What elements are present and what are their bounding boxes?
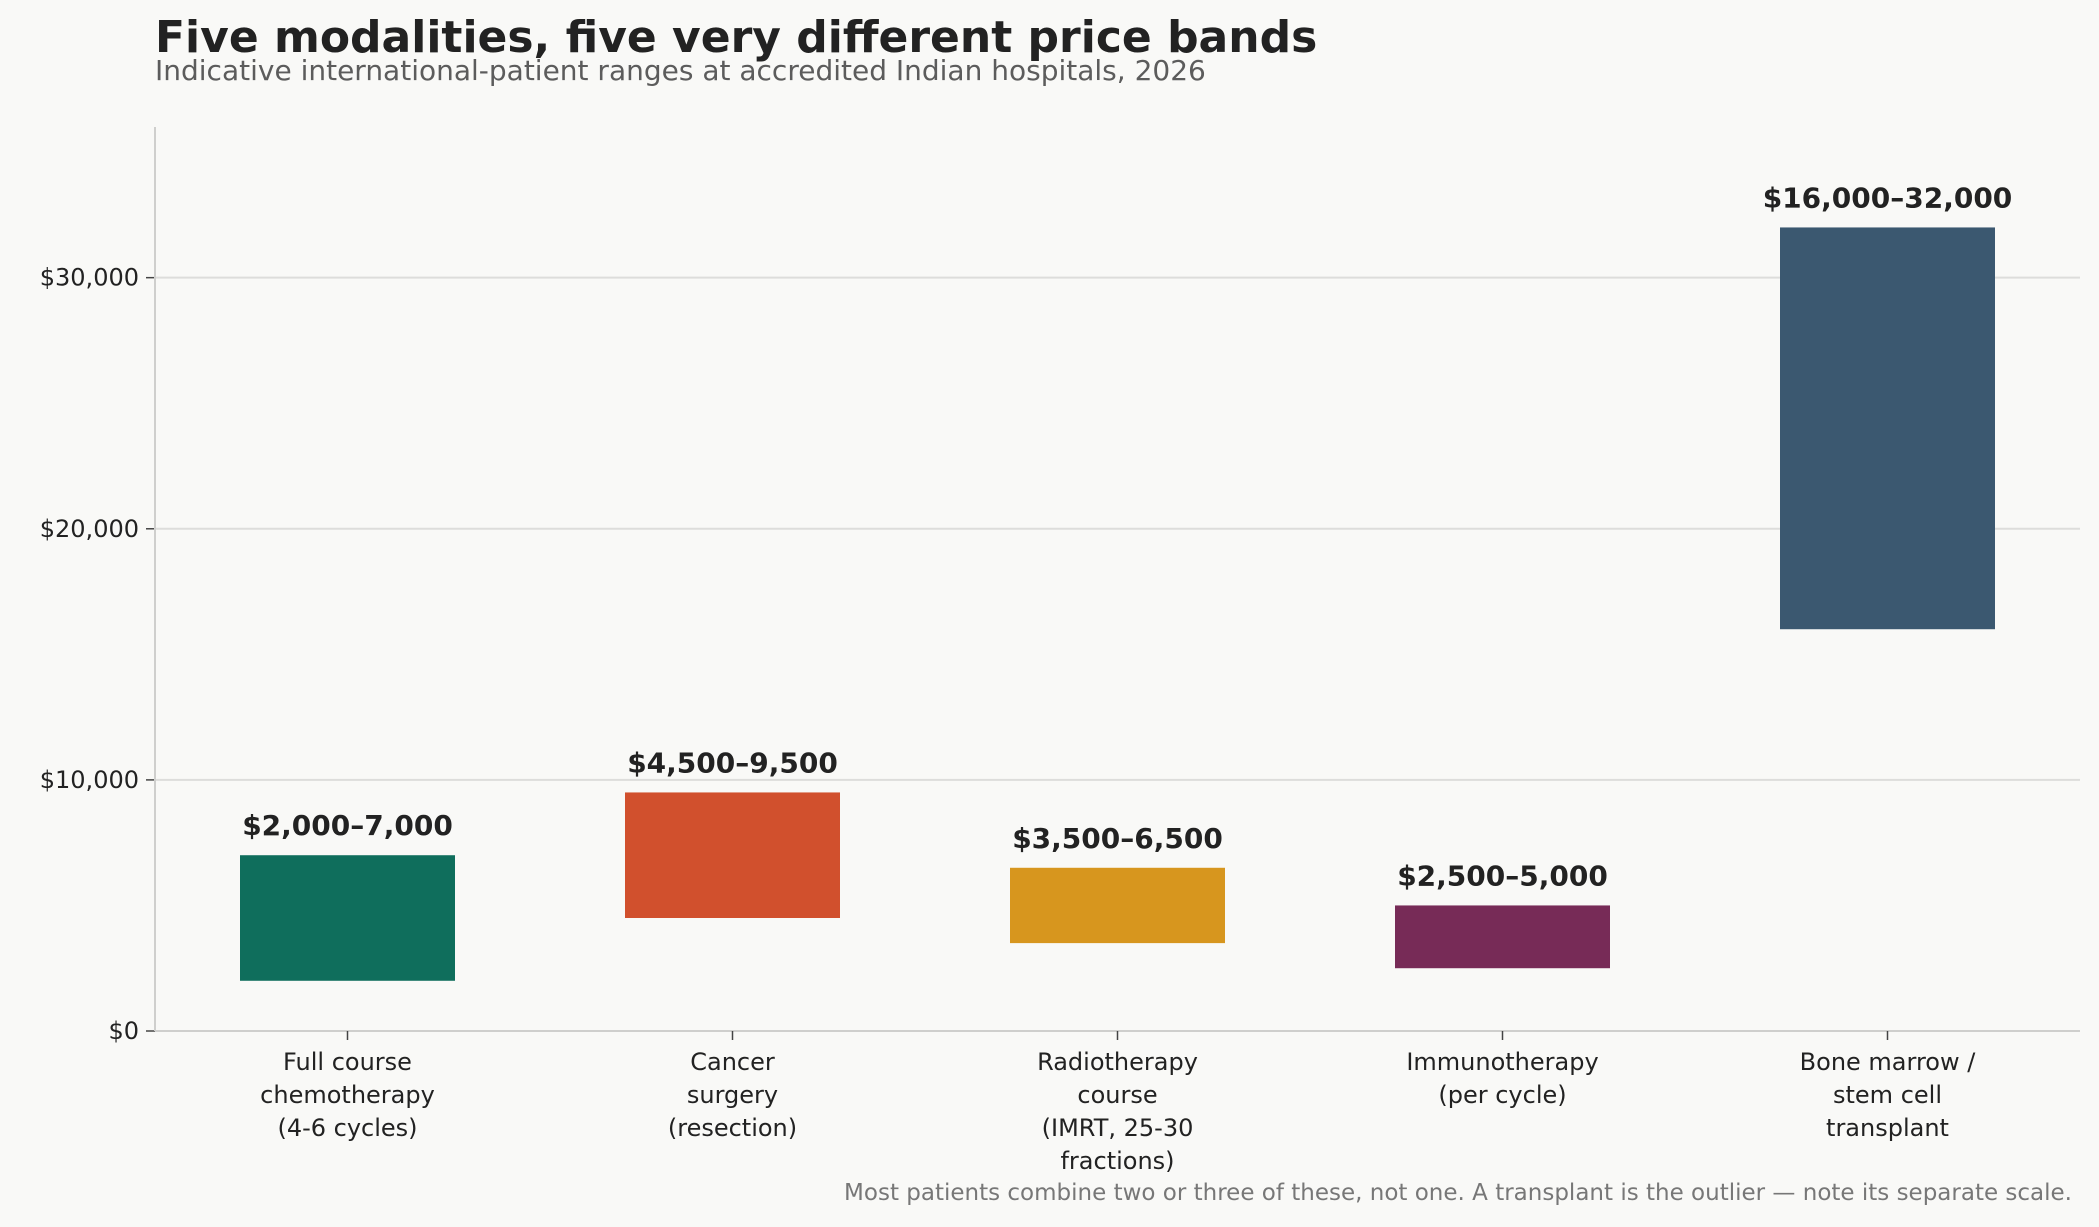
x-tick-label: Full course chemotherapy (4-6 cycles) [260, 1048, 435, 1142]
data-label: $16,000–32,000 [1763, 181, 2013, 214]
x-tick-label: Radiotherapy course (IMRT, 25-30 fractions) [1037, 1048, 1198, 1175]
chart-footnote: Most patients combine two or three of th… [844, 1180, 2072, 1206]
labels: $0 $10,000 $20,000 $30,000 $2,000–7,000 Full … [40, 181, 2013, 1175]
gridlines [155, 276, 2080, 781]
x-tick-label: Immunotherapy (per cycle) [1406, 1048, 1598, 1109]
x-tick-label: Cancer surgery (resection) [668, 1048, 797, 1142]
range-bar [240, 855, 455, 981]
chart-title: Five modalities, five very different pri… [155, 12, 1318, 63]
y-tick-label: $30,000 [40, 264, 139, 292]
axes [146, 127, 2080, 1040]
y-tick-label: $0 [108, 1017, 139, 1045]
range-bar [1010, 867, 1225, 944]
data-label: $4,500–9,500 [627, 746, 838, 779]
data-label: $2,500–5,000 [1397, 859, 1608, 892]
data-label: $3,500–6,500 [1012, 822, 1223, 855]
y-tick-label: $20,000 [40, 515, 139, 543]
data-label: $2,000–7,000 [242, 809, 453, 842]
range-bar [1780, 227, 1995, 630]
range-bar [625, 792, 840, 918]
x-tick-label: Bone marrow / stem cell transplant [1800, 1048, 1977, 1142]
bars [240, 227, 1995, 981]
y-tick-label: $10,000 [40, 766, 139, 794]
range-bar [1395, 905, 1610, 969]
chart-subtitle: Indicative international-patient ranges … [155, 54, 1206, 87]
